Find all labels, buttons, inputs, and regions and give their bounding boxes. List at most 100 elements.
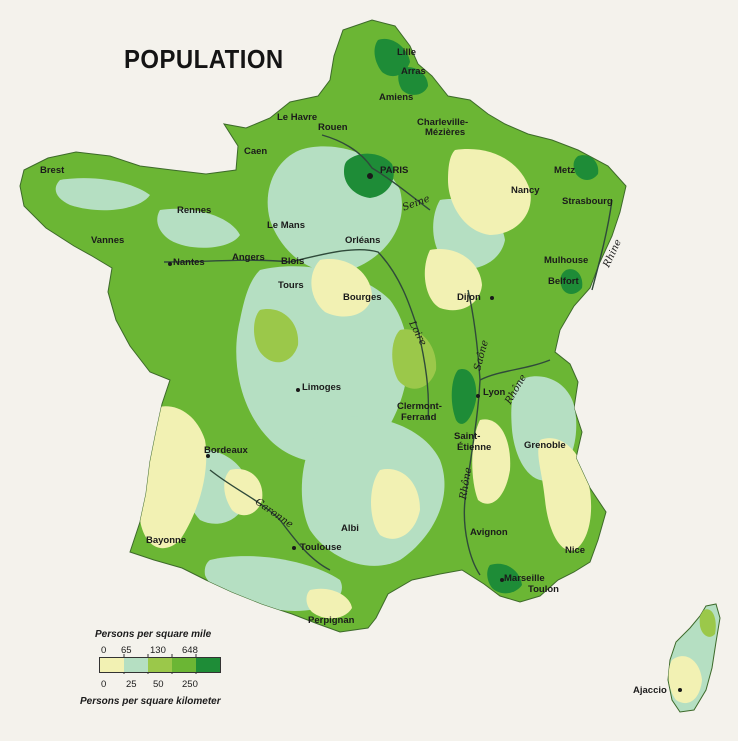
corsica-density [668, 609, 716, 704]
city-label-nice: Nice [565, 545, 586, 556]
city-label-le-mans: Le Mans [267, 220, 306, 231]
city-label-mulhouse: Mulhouse [544, 255, 589, 266]
river-rhone [463, 379, 481, 576]
legend-swatch-2 [148, 658, 172, 672]
city-dot-bordeaux [206, 454, 210, 458]
city-label-albi: Albi [341, 523, 359, 534]
city-label-paris: PARIS [380, 165, 409, 176]
city-label-toulon: Toulon [528, 584, 559, 595]
density-zone-dense [487, 563, 522, 594]
density-zone-sparse [472, 419, 511, 504]
city-dot-toulouse [292, 546, 296, 550]
density-zone-dense [573, 155, 599, 180]
legend-tick-mile-130: 130 [150, 645, 166, 656]
city-label-vannes: Vannes [91, 235, 125, 246]
city-label-strasbourg: Strasbourg [562, 196, 613, 207]
density-zone-dense [560, 269, 583, 294]
legend-tick-mile-65: 65 [121, 645, 132, 656]
density-zone-sparse [139, 406, 207, 549]
density-zone-dense [398, 67, 428, 95]
river-seine [321, 134, 431, 211]
city-label-clermont: Clermont- [397, 401, 442, 412]
legend-title-mile: Persons per square mile [95, 629, 212, 640]
city-label-charleville: Charleville- [417, 117, 469, 128]
city-dot-nantes [168, 262, 172, 266]
legend-swatch-1 [124, 658, 148, 672]
density-zone-medium [392, 329, 437, 389]
city-dot-dijon [490, 296, 494, 300]
city-label-rennes: Rennes [177, 205, 212, 216]
density-zone-low [55, 178, 150, 211]
city-label-le-havre: Le Havre [277, 112, 318, 123]
legend-tick-km-25: 25 [126, 679, 137, 690]
density-zone-medium [699, 609, 716, 637]
legend-swatch-0 [100, 658, 124, 672]
rivers [163, 134, 613, 576]
city-label-bordeaux: Bordeaux [204, 445, 248, 456]
city-label-nantes: Nantes [173, 257, 205, 268]
city-label-mezieres: Mézières [425, 127, 466, 138]
legend-swatch-3 [172, 658, 196, 672]
city-label-rouen: Rouen [318, 122, 348, 133]
city-dots [168, 173, 682, 692]
city-label-brest: Brest [40, 165, 65, 176]
density-zone-sparse [538, 438, 592, 551]
city-dot-ajaccio [678, 688, 682, 692]
legend-tick-mile-0: 0 [101, 645, 107, 656]
city-label-marseille: Marseille [504, 573, 545, 584]
river-rhone-upper [479, 359, 551, 381]
density-zone-sparse [311, 259, 372, 317]
city-label-metz: Metz [554, 165, 576, 176]
density-zone-sparse [424, 249, 482, 311]
river-saone [467, 289, 481, 381]
city-label-nancy: Nancy [511, 185, 540, 196]
city-dot-lyon [476, 394, 480, 398]
density-zones [55, 38, 599, 619]
legend-swatches [99, 657, 221, 673]
legend-tick-mile-648: 648 [182, 645, 198, 656]
density-zone-medium [254, 309, 299, 363]
density-zone-low [157, 208, 240, 248]
city-dot-paris [367, 173, 373, 179]
city-label-amiens: Amiens [379, 92, 414, 103]
city-label-saint: Saint- [454, 431, 481, 442]
river-garonne [209, 469, 331, 571]
city-label-angers: Angers [232, 252, 265, 263]
city-label-lyon: Lyon [483, 387, 506, 398]
city-label-avignon: Avignon [470, 527, 508, 538]
city-dot-limoges [296, 388, 300, 392]
city-label-toulouse: Toulouse [300, 542, 342, 553]
city-label-bayonne: Bayonne [146, 535, 187, 546]
legend-swatch-4 [196, 658, 220, 672]
city-label-lille: Lille [397, 47, 417, 58]
city-label-limoges: Limoges [302, 382, 342, 393]
city-label-caen: Caen [244, 146, 268, 157]
river-rhine [591, 199, 613, 291]
city-label-tours: Tours [278, 280, 304, 291]
city-label-orleans: Orléans [345, 235, 381, 246]
legend-tick-km-50: 50 [153, 679, 164, 690]
map-title: POPULATION [124, 44, 284, 74]
city-dot-marseille [500, 578, 504, 582]
density-zone-sparse [668, 656, 702, 704]
city-label-arras: Arras [401, 66, 426, 77]
city-label-ajaccio: Ajaccio [633, 685, 667, 696]
legend-tick-km-0: 0 [101, 679, 107, 690]
density-zone-sparse [371, 469, 420, 539]
legend-tick-km-250: 250 [182, 679, 198, 690]
city-label-perpignan: Perpignan [308, 615, 355, 626]
legend-title-km: Persons per square kilometer [80, 696, 221, 707]
city-label-grenoble: Grenoble [524, 440, 566, 451]
city-label-blois: Blois [281, 256, 305, 267]
city-label-belfort: Belfort [548, 276, 579, 287]
city-label-bourges: Bourges [343, 292, 382, 303]
density-zone-sparse [448, 149, 531, 235]
density-zone-dense [451, 369, 477, 424]
city-label-dijon: Dijon [457, 292, 481, 303]
city-label-etienne: Étienne [457, 442, 492, 453]
density-zone-dense [374, 38, 410, 77]
city-label-ferrand: Ferrand [401, 412, 437, 423]
density-zone-sparse [306, 588, 352, 619]
